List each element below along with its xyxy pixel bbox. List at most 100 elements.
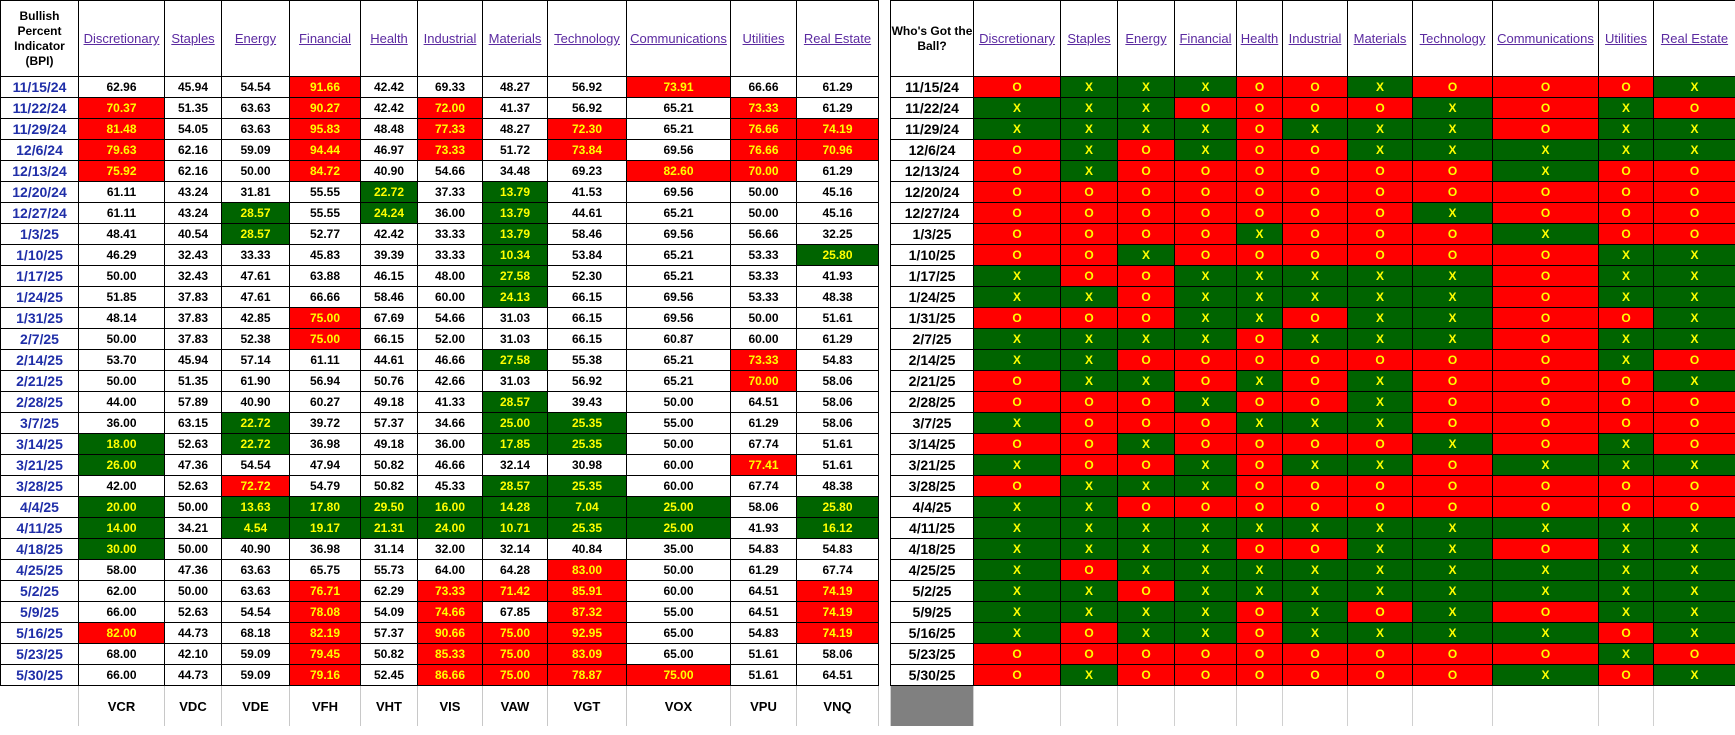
ball-mark-cell[interactable]: X [1117,601,1175,623]
ball-mark-cell[interactable]: O [1492,118,1599,140]
bpi-value-cell[interactable]: 65.21 [626,265,731,287]
bpi-value-cell[interactable]: 45.16 [796,202,879,224]
bpi-value-cell[interactable]: 59.09 [221,643,290,665]
bpi-value-cell[interactable]: 65.21 [626,244,731,266]
bpi-value-cell[interactable]: 57.37 [360,412,418,434]
ball-mark-cell[interactable]: O [1347,475,1413,497]
ball-mark-cell[interactable]: O [1117,181,1175,203]
bpi-value-cell[interactable]: 27.58 [482,349,548,371]
ball-mark-cell[interactable]: X [1117,559,1175,581]
ball-mark-cell[interactable]: O [1117,454,1175,476]
bpi-value-cell[interactable]: 79.16 [289,664,361,686]
ball-mark-cell[interactable]: O [1117,160,1175,182]
bpi-value-cell[interactable]: 54.83 [796,538,879,560]
ball-mark-cell[interactable]: X [1060,349,1118,371]
bpi-value-cell[interactable]: 60.27 [289,391,361,413]
ball-mark-cell[interactable]: O [1282,202,1348,224]
ball-mark-cell[interactable]: O [1598,223,1654,245]
bpi-value-cell[interactable]: 25.00 [626,517,731,539]
bpi-value-cell[interactable]: 67.85 [482,601,548,623]
bpi-value-cell[interactable]: 37.83 [164,286,222,308]
ball-mark-cell[interactable]: O [1117,580,1175,602]
ball-mark-cell[interactable]: O [1174,160,1237,182]
bpi-value-cell[interactable]: 51.72 [482,139,548,161]
ball-mark-cell[interactable]: O [1492,349,1599,371]
bpi-value-cell[interactable]: 32.25 [796,223,879,245]
ball-mark-cell[interactable]: O [1653,412,1735,434]
bpi-value-cell[interactable]: 43.24 [164,181,222,203]
ball-mark-cell[interactable]: O [1236,181,1283,203]
bpi-value-cell[interactable]: 75.00 [626,664,731,686]
bpi-value-cell[interactable]: 64.28 [482,559,548,581]
bpi-value-cell[interactable]: 52.30 [547,265,627,287]
ball-mark-cell[interactable]: O [973,244,1061,266]
ball-mark-cell[interactable]: O [1347,202,1413,224]
ball-mark-cell[interactable]: O [1347,643,1413,665]
ball-mark-cell[interactable]: O [1492,202,1599,224]
bpi-value-cell[interactable]: 16.12 [796,517,879,539]
ball-mark-cell[interactable]: O [1282,139,1348,161]
bpi-value-cell[interactable]: 42.66 [417,370,483,392]
ball-mark-cell[interactable]: O [1412,370,1493,392]
bpi-value-cell[interactable]: 34.48 [482,160,548,182]
bpi-value-cell[interactable]: 74.66 [417,601,483,623]
bpi-value-cell[interactable]: 54.83 [796,349,879,371]
bpi-value-cell[interactable]: 59.09 [221,139,290,161]
bpi-value-cell[interactable]: 31.14 [360,538,418,560]
ball-mark-cell[interactable]: X [973,559,1061,581]
bpi-value-cell[interactable]: 48.48 [360,118,418,140]
ball-mark-cell[interactable]: O [1492,76,1599,98]
bpi-value-cell[interactable]: 61.29 [730,412,797,434]
bpi-value-cell[interactable]: 72.00 [417,97,483,119]
ball-mark-cell[interactable]: X [1598,328,1654,350]
bpi-value-cell[interactable]: 58.06 [796,391,879,413]
bpi-value-cell[interactable]: 66.00 [78,664,165,686]
bpi-value-cell[interactable]: 81.48 [78,118,165,140]
bpi-value-cell[interactable]: 62.16 [164,160,222,182]
bpi-value-cell[interactable]: 39.39 [360,244,418,266]
bpi-value-cell[interactable]: 64.51 [730,391,797,413]
ball-mark-cell[interactable]: O [1117,265,1175,287]
bpi-value-cell[interactable]: 69.56 [626,286,731,308]
bpi-value-cell[interactable]: 52.45 [360,664,418,686]
bpi-value-cell[interactable]: 62.00 [78,580,165,602]
ball-mark-cell[interactable]: O [1174,433,1237,455]
bpi-value-cell[interactable]: 33.33 [221,244,290,266]
ball-mark-cell[interactable]: X [1174,76,1237,98]
bpi-value-cell[interactable]: 25.35 [547,433,627,455]
ball-mark-cell[interactable]: O [1236,538,1283,560]
ball-mark-cell[interactable]: X [1347,76,1413,98]
ball-mark-cell[interactable]: X [1492,454,1599,476]
ball-mark-cell[interactable]: O [1236,391,1283,413]
ball-mark-cell[interactable]: O [1282,307,1348,329]
bpi-value-cell[interactable]: 50.76 [360,370,418,392]
ball-mark-cell[interactable]: X [1117,433,1175,455]
bpi-value-cell[interactable]: 40.84 [547,538,627,560]
bpi-value-cell[interactable]: 51.61 [796,307,879,329]
bpi-value-cell[interactable]: 31.03 [482,307,548,329]
ball-mark-cell[interactable]: O [1412,160,1493,182]
ball-mark-cell[interactable]: O [1598,412,1654,434]
bpi-value-cell[interactable]: 68.18 [221,622,290,644]
ball-mark-cell[interactable]: X [1412,538,1493,560]
ball-header-link[interactable]: Real Estate [1653,0,1735,77]
ball-mark-cell[interactable]: X [1174,454,1237,476]
bpi-value-cell[interactable]: 55.00 [626,601,731,623]
ball-mark-cell[interactable]: X [1412,433,1493,455]
bpi-value-cell[interactable]: 60.00 [626,580,731,602]
ball-mark-cell[interactable]: X [1412,202,1493,224]
bpi-value-cell[interactable]: 71.42 [482,580,548,602]
bpi-value-cell[interactable]: 61.90 [221,370,290,392]
ball-mark-cell[interactable]: X [1236,370,1283,392]
ball-mark-cell[interactable]: X [1236,223,1283,245]
ball-header-link[interactable]: Discretionary [973,0,1061,77]
bpi-value-cell[interactable]: 40.90 [221,391,290,413]
ball-mark-cell[interactable]: O [1653,496,1735,518]
ball-mark-cell[interactable]: O [1236,433,1283,455]
ball-mark-cell[interactable]: O [1492,538,1599,560]
bpi-value-cell[interactable]: 75.00 [482,622,548,644]
bpi-value-cell[interactable]: 82.19 [289,622,361,644]
ball-mark-cell[interactable]: X [1412,559,1493,581]
ball-mark-cell[interactable]: X [1412,286,1493,308]
ball-mark-cell[interactable]: X [973,454,1061,476]
